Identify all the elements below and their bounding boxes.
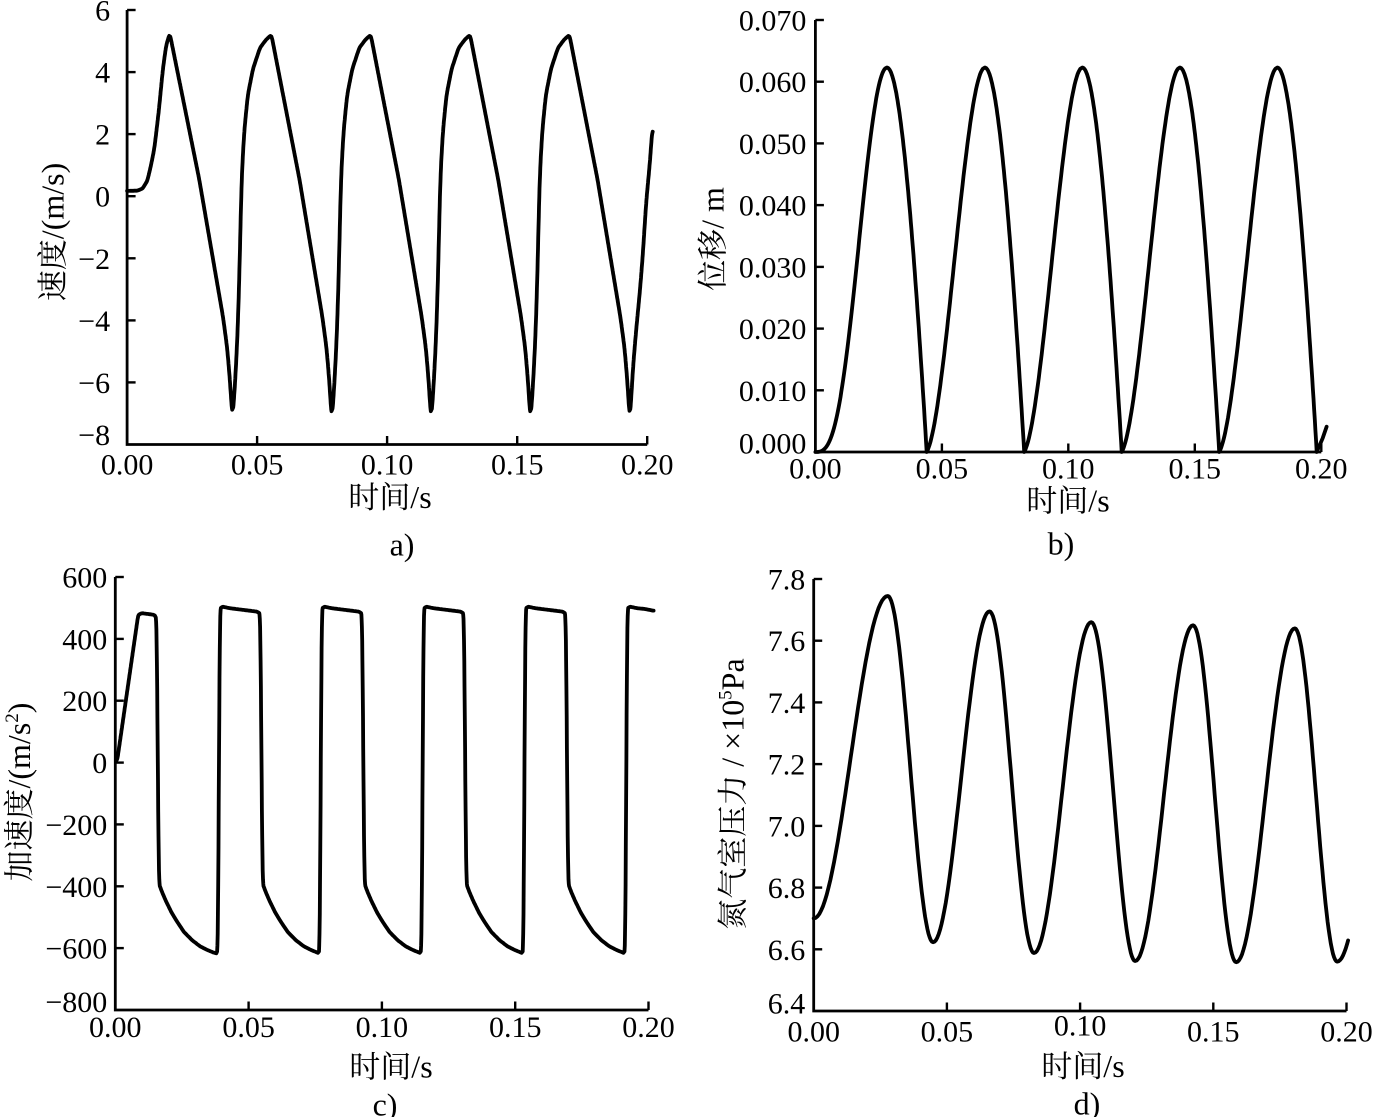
svg-text:2: 2 [2,713,23,723]
svg-text:−2: −2 [78,243,110,276]
svg-text:d): d) [1074,1086,1101,1117]
svg-text:0.15: 0.15 [1169,453,1222,486]
svg-text:0.010: 0.010 [739,375,807,408]
svg-text:0.060: 0.060 [739,66,807,99]
svg-text:6: 6 [95,0,110,28]
svg-text:0.10: 0.10 [356,1011,409,1044]
svg-text:0.20: 0.20 [1320,1016,1373,1049]
svg-text:0.10: 0.10 [361,449,414,482]
svg-text:−400: −400 [45,871,107,904]
svg-text:7.8: 7.8 [768,564,806,597]
svg-text:/ ×10: / ×10 [715,700,751,767]
svg-text:7.6: 7.6 [768,625,806,658]
svg-text:5: 5 [715,690,736,700]
svg-text:−800: −800 [45,986,107,1019]
svg-text:7.4: 7.4 [768,687,806,720]
svg-text:400: 400 [62,623,107,656]
svg-text:0.05: 0.05 [921,1016,974,1049]
svg-text:0.10: 0.10 [1042,453,1095,486]
svg-text:0.20: 0.20 [1295,453,1348,486]
svg-text:0.050: 0.050 [739,128,807,161]
svg-text:0.20: 0.20 [621,449,674,482]
svg-text:/s: /s [410,479,431,515]
svg-text:0.070: 0.070 [739,5,807,38]
svg-text:7.2: 7.2 [768,749,806,782]
svg-text:0.05: 0.05 [916,453,969,486]
svg-text:0.040: 0.040 [739,190,807,223]
svg-text:200: 200 [62,685,107,718]
svg-text:0.00: 0.00 [787,1016,840,1049]
svg-text:a): a) [390,527,415,563]
svg-text:−4: −4 [78,305,110,338]
svg-text:0.10: 0.10 [1054,1010,1107,1043]
svg-text:−600: −600 [45,933,107,966]
svg-text:0.05: 0.05 [231,449,284,482]
svg-text:0.05: 0.05 [222,1011,275,1044]
svg-text:7.0: 7.0 [768,810,806,843]
svg-text:c): c) [373,1087,398,1117]
svg-text:600: 600 [62,562,107,595]
svg-text:6.8: 6.8 [768,872,806,905]
svg-text:0.15: 0.15 [489,1011,542,1044]
svg-text:0.20: 0.20 [622,1011,675,1044]
svg-text:4: 4 [95,57,110,90]
svg-text:0.00: 0.00 [101,449,154,482]
svg-text:Pa: Pa [715,658,751,690]
svg-text:): ) [1,703,37,714]
svg-text:b): b) [1048,526,1075,562]
svg-text:/ m: / m [695,187,731,229]
svg-text:0: 0 [92,747,107,780]
svg-text:0: 0 [95,181,110,214]
svg-text:/s: /s [1088,483,1109,519]
svg-text:−8: −8 [78,419,110,452]
svg-text:0.15: 0.15 [491,449,544,482]
svg-text:0.020: 0.020 [739,313,807,346]
svg-text:0.000: 0.000 [739,428,807,461]
svg-text:6.4: 6.4 [768,988,806,1021]
svg-text:2: 2 [95,119,110,152]
svg-text:/s: /s [411,1049,432,1085]
svg-text:6.6: 6.6 [768,934,806,967]
svg-text:/(m/s): /(m/s) [35,163,71,239]
svg-text:/(m/s: /(m/s [1,723,37,789]
svg-text:0.00: 0.00 [89,1011,142,1044]
svg-text:0.030: 0.030 [739,251,807,284]
svg-text:0.15: 0.15 [1187,1016,1240,1049]
svg-text:−200: −200 [45,809,107,842]
svg-text:/s: /s [1103,1048,1124,1084]
svg-text:0.00: 0.00 [789,453,842,486]
svg-text:−6: −6 [78,367,110,400]
